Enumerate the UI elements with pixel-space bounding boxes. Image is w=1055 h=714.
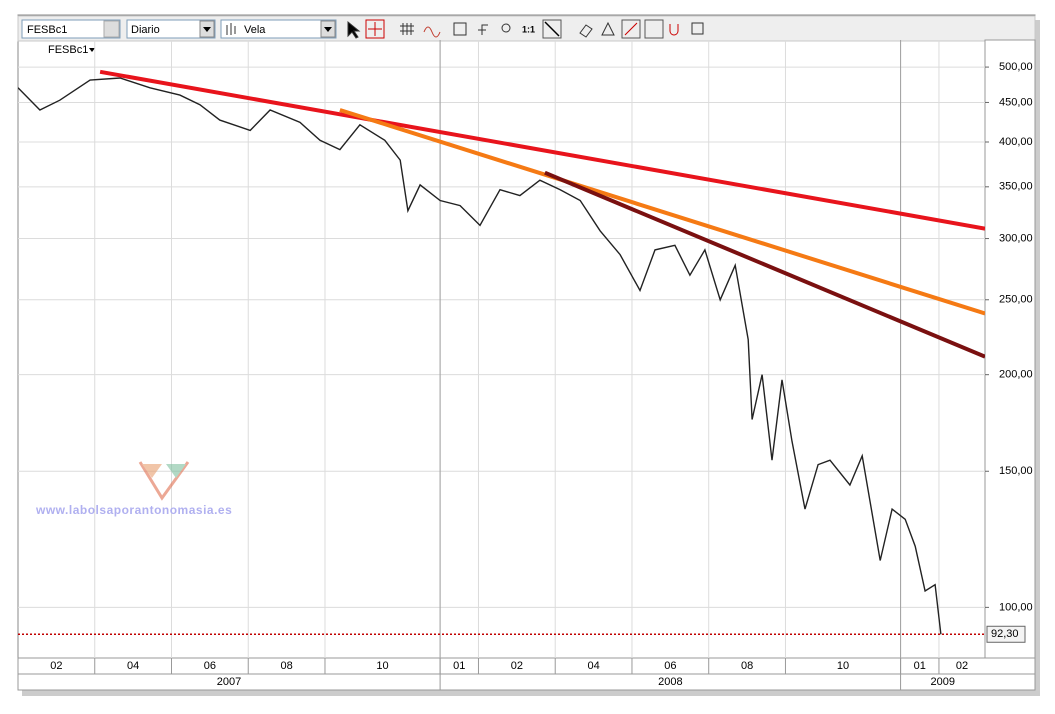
grid-tool[interactable] [400, 23, 414, 35]
arrow-icon [203, 27, 211, 32]
x-tick-label: 10 [837, 660, 849, 672]
style-select[interactable] [220, 19, 337, 39]
y-tick-label: 350,00 [999, 181, 1033, 193]
x-tick-label: 02 [956, 660, 968, 672]
period-text: Diario [131, 24, 160, 36]
y-tick-label: 150,00 [999, 465, 1033, 477]
x-tick-label: 06 [204, 660, 216, 672]
tool-icons [347, 19, 704, 39]
last-price-box [986, 625, 1026, 643]
axes: 100,00 150,00 200,00 250,00 300,00 350,00 400,… [17, 39, 1036, 691]
year-label: 2008 [658, 676, 682, 688]
series-menu-arrow[interactable] [89, 48, 95, 52]
x-tick-label: 01 [914, 660, 926, 672]
zoom-tool[interactable] [501, 23, 511, 33]
zoom-ratio[interactable]: 1:1 [522, 24, 535, 34]
style-text: Vela [244, 24, 266, 36]
help-tool[interactable] [691, 22, 704, 35]
hatch-tool[interactable] [644, 19, 664, 39]
window-frame [17, 14, 1036, 691]
info-tool[interactable] [453, 22, 467, 36]
magnet-tool[interactable] [669, 24, 679, 36]
add-tool[interactable] [478, 24, 488, 35]
y-tick-label: 100,00 [999, 601, 1033, 613]
arrow-icon [324, 27, 332, 32]
x-tick-label: 06 [664, 660, 676, 672]
symbol-button[interactable] [103, 20, 120, 38]
alert-tool[interactable] [601, 21, 615, 36]
line-tool-frame [542, 19, 562, 39]
cross-icon [368, 22, 382, 36]
trend-line [339, 108, 985, 316]
x-tick-label: 04 [587, 660, 599, 672]
candle-icon [226, 23, 236, 35]
resize-icon [624, 22, 638, 36]
x-tick-label: 08 [741, 660, 753, 672]
symbol-text: FESBc1 [27, 24, 67, 36]
y-tick-label: 400,00 [999, 136, 1033, 148]
line-tool[interactable] [544, 21, 560, 37]
wave-tool[interactable] [423, 26, 441, 38]
x-tick-label: 01 [453, 660, 465, 672]
pointer-tool[interactable] [347, 20, 361, 39]
last-price-label: 92,30 [991, 628, 1019, 640]
y-axis-panel [984, 39, 1036, 659]
price-line [18, 77, 942, 635]
y-tick-label: 300,00 [999, 232, 1033, 244]
y-tick-label: 200,00 [999, 369, 1033, 381]
x-tick-label: 10 [376, 660, 388, 672]
x-tick-label: 08 [280, 660, 292, 672]
period-select[interactable] [126, 19, 216, 39]
erase-tool[interactable] [579, 24, 593, 38]
symbol-input[interactable] [21, 19, 121, 39]
plot-area [18, 40, 985, 658]
y-tick-label: 500,00 [999, 61, 1033, 73]
trend-line [99, 69, 985, 231]
y-tick-label: 250,00 [999, 294, 1033, 306]
series-name: FESBc1 [48, 44, 88, 56]
watermark-text: www.labolsaporantonomasia.es [35, 503, 232, 517]
x-tick-label: 02 [50, 660, 62, 672]
x-tick-label: 02 [511, 660, 523, 672]
year-label: 2007 [217, 676, 241, 688]
cross-tool[interactable] [365, 19, 385, 39]
trend-line [544, 170, 985, 359]
watermark-logo [138, 461, 190, 501]
resize-tool[interactable] [621, 19, 641, 39]
x-tick-label: 04 [127, 660, 139, 672]
year-label: 2009 [931, 676, 955, 688]
y-tick-label: 450,00 [999, 96, 1033, 108]
